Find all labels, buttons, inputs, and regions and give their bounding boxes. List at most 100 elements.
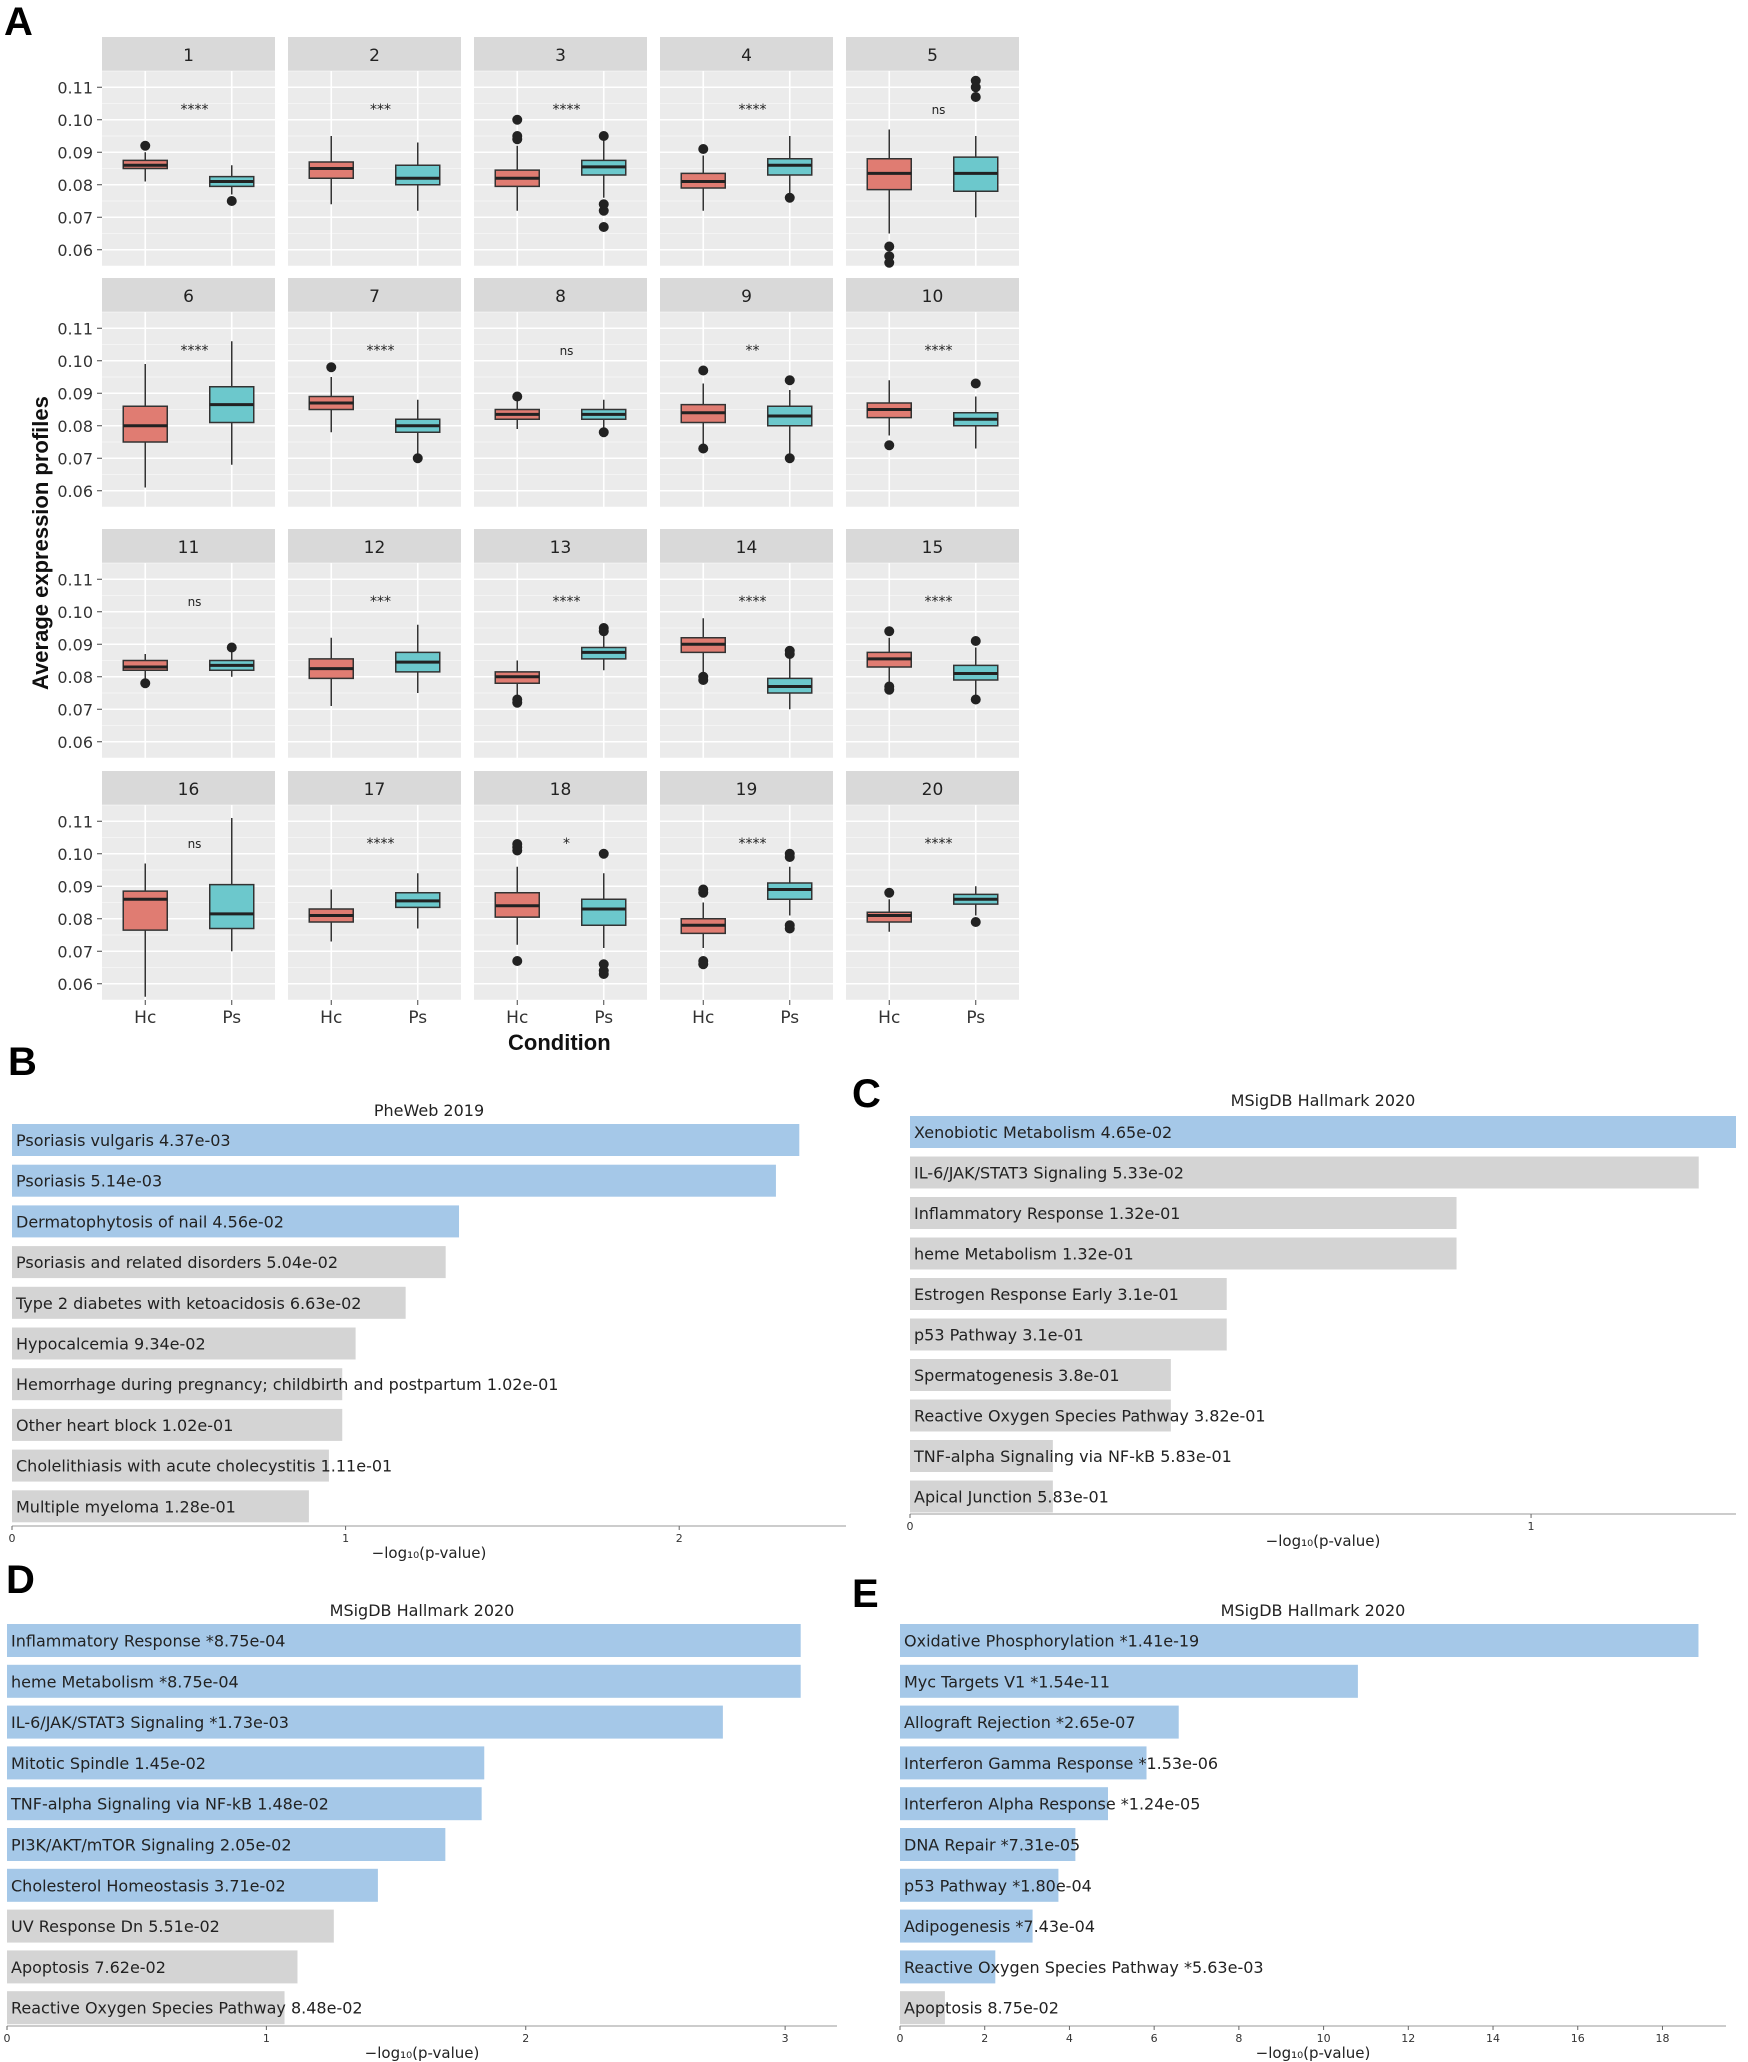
outlier-point <box>784 852 795 862</box>
outlier-point <box>884 887 895 898</box>
y-tick-label: 0.10 <box>57 603 93 622</box>
significance-label: **** <box>367 836 395 852</box>
outlier-point <box>598 626 609 637</box>
significance-label: **** <box>553 594 581 610</box>
significance-label: **** <box>739 102 767 118</box>
bar <box>910 1440 1053 1472</box>
outlier-point <box>784 375 795 386</box>
bar-label: Hypocalcemia 9.34e-02 <box>16 1335 206 1354</box>
outlier-point <box>598 205 609 216</box>
bar <box>900 1950 996 1984</box>
facet-strip <box>288 278 461 312</box>
facet-strip-label: 12 <box>364 538 386 558</box>
bar-label: Interferon Alpha Response *1.24e-05 <box>904 1795 1200 1814</box>
y-tick-label: 0.08 <box>57 910 93 929</box>
outlier-point <box>326 362 337 373</box>
facet-strip-label: 13 <box>550 538 572 558</box>
bar-label: Interferon Gamma Response *1.53e-06 <box>904 1754 1218 1773</box>
significance-label: **** <box>367 343 395 359</box>
bar-label: Dermatophytosis of nail 4.56e-02 <box>16 1212 284 1231</box>
bar <box>7 1787 482 1821</box>
box-ps <box>581 898 627 926</box>
bar <box>900 1624 1699 1657</box>
bar <box>12 1408 343 1441</box>
facet-strip <box>660 771 833 805</box>
bar <box>7 1909 334 1943</box>
bar <box>7 1705 723 1739</box>
bar <box>12 1327 356 1360</box>
bar <box>7 1624 801 1657</box>
bar-label: IL-6/JAK/STAT3 Signaling *1.73e-03 <box>11 1713 289 1732</box>
bar-label: p53 Pathway *1.80e-04 <box>904 1876 1092 1895</box>
x-tick-label: Hc <box>692 1008 714 1028</box>
bar <box>900 1787 1108 1821</box>
y-tick-label: 0.09 <box>57 384 93 403</box>
x-tick-label: 12 <box>1401 2032 1415 2045</box>
bar <box>910 1399 1171 1432</box>
facet-strip <box>102 771 275 805</box>
bar-label: Apical Junction 5.83e-01 <box>914 1488 1109 1507</box>
bar <box>12 1286 406 1319</box>
significance-label: **** <box>181 102 209 118</box>
outlier-point <box>226 642 237 653</box>
outlier-point <box>140 678 151 689</box>
bar <box>910 1480 1053 1513</box>
bar-label: Mitotic Spindle 1.45e-02 <box>11 1754 206 1773</box>
outlier-point <box>970 694 981 705</box>
panel-b-bar-chart: PheWeb 2019 Psoriasis vulgaris 4.37e-03 Ps… <box>9 1101 846 1562</box>
x-tick-label: Ps <box>780 1008 799 1028</box>
box-hc <box>122 405 168 443</box>
bar-label: Oxidative Phosphorylation *1.41e-19 <box>904 1632 1199 1651</box>
outlier-point <box>140 140 151 151</box>
outlier-point <box>512 845 523 856</box>
outlier-point <box>698 365 709 376</box>
box-hc <box>866 911 912 923</box>
bar-label: Inflammatory Response *8.75e-04 <box>11 1632 285 1651</box>
x-tick-label: 1 <box>342 1532 349 1545</box>
bar-label: Spermatogenesis 3.8e-01 <box>914 1366 1120 1385</box>
facet-strip <box>288 771 461 805</box>
bar-label: Psoriasis vulgaris 4.37e-03 <box>16 1131 231 1150</box>
x-tick-label: 3 <box>782 2032 789 2045</box>
y-tick-label: 0.09 <box>57 143 93 162</box>
outlier-point <box>784 649 795 659</box>
significance-label: *** <box>370 102 391 118</box>
facet-strip <box>660 278 833 312</box>
bar <box>12 1490 309 1523</box>
chart-title: MSigDB Hallmark 2020 <box>330 1601 515 1620</box>
panel-label-e: E <box>852 1572 879 1616</box>
x-tick-label: 0 <box>4 2032 11 2045</box>
significance-label: **** <box>925 836 953 852</box>
y-tick-label: 0.06 <box>57 482 93 501</box>
bar-label: Cholelithiasis with acute cholecystitis … <box>16 1457 392 1476</box>
bar-label: Hemorrhage during pregnancy; childbirth … <box>16 1375 558 1394</box>
facet-strip-label: 7 <box>369 287 380 307</box>
facet-strip-label: 19 <box>736 780 758 800</box>
facet-strip <box>474 529 647 563</box>
x-axis-title: −log₁₀(p-value) <box>365 2044 480 2062</box>
outlier-point <box>598 969 609 979</box>
facet-strip-label: 1 <box>183 46 194 66</box>
significance-label: ns <box>188 837 202 851</box>
bar <box>7 1746 485 1780</box>
bar-label: Cholesterol Homeostasis 3.71e-02 <box>11 1876 286 1895</box>
bar-label: Apoptosis 8.75e-02 <box>904 1999 1059 2018</box>
y-tick-label: 0.09 <box>57 877 93 896</box>
facet-strip <box>846 278 1019 312</box>
outlier-point <box>784 192 795 203</box>
bar-label: TNF-alpha Signaling via NF-kB 5.83e-01 <box>913 1447 1232 1466</box>
bar-label: Estrogen Response Early 3.1e-01 <box>914 1285 1179 1304</box>
facet-strip-label: 20 <box>922 780 944 800</box>
x-tick-label: 6 <box>1151 2032 1158 2045</box>
facet-strip-label: 14 <box>736 538 758 558</box>
outlier-point <box>970 378 981 389</box>
bar <box>910 1318 1227 1351</box>
outlier-point <box>512 134 523 145</box>
bar-label: IL-6/JAK/STAT3 Signaling 5.33e-02 <box>914 1164 1184 1183</box>
bar-label: Xenobiotic Metabolism 4.65e-02 <box>914 1123 1172 1142</box>
facet-strip <box>102 278 275 312</box>
significance-label: ns <box>188 595 202 609</box>
facet-strip-label: 6 <box>183 287 194 307</box>
facet-strip-label: 8 <box>555 287 566 307</box>
bar <box>910 1156 1699 1189</box>
